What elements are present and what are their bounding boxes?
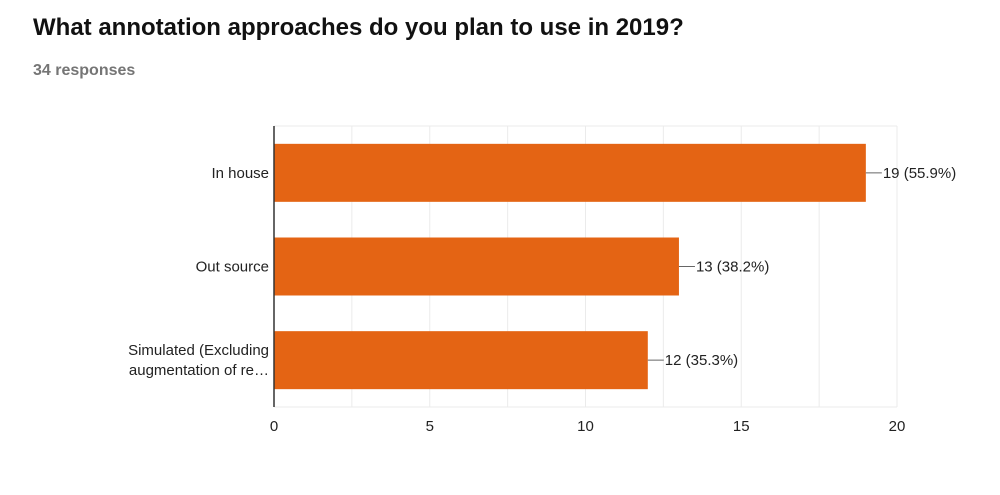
category-label: Out source xyxy=(196,259,269,276)
x-tick-label: 20 xyxy=(889,418,906,435)
category-label: In house xyxy=(211,165,269,182)
bar xyxy=(274,237,679,296)
x-tick-label: 0 xyxy=(270,418,278,435)
category-label: Simulated (Excluding xyxy=(128,342,269,359)
chart-title: What annotation approaches do you plan t… xyxy=(33,14,684,41)
x-tick-label: 10 xyxy=(577,418,594,435)
category-label: augmentation of re… xyxy=(129,362,269,379)
data-label: 19 (55.9%) xyxy=(883,165,956,182)
response-count: 34 responses xyxy=(33,62,136,79)
bar xyxy=(274,331,648,390)
data-label: 13 (38.2%) xyxy=(696,259,769,276)
x-tick-label: 15 xyxy=(733,418,750,435)
bar xyxy=(274,143,866,202)
data-label: 12 (35.3%) xyxy=(665,352,738,369)
x-tick-label: 5 xyxy=(426,418,434,435)
